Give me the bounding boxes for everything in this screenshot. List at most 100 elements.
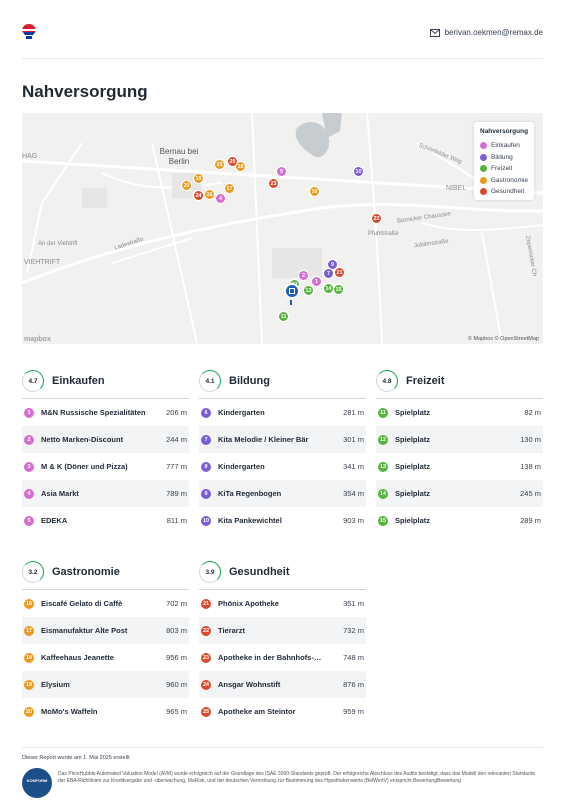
- list-item[interactable]: 24 Ansgar Wohnstift 876 m: [199, 671, 366, 698]
- section-divider: [22, 398, 189, 399]
- section-divider: [199, 398, 366, 399]
- poi-name: Spielplatz: [395, 408, 431, 417]
- legend-item-einkaufen: Einkaufen: [480, 140, 528, 152]
- map-poi-pin[interactable]: 20: [181, 180, 192, 191]
- map-poi-pin[interactable]: 16: [309, 186, 320, 197]
- mapbox-logo[interactable]: mapbox: [24, 336, 51, 343]
- map-poi-pin[interactable]: 24: [193, 190, 204, 201]
- poi-number-badge: 23: [201, 652, 211, 663]
- poi-distance: 732 m: [343, 626, 364, 635]
- list-item[interactable]: 17 Eismanufaktur Alte Post 803 m: [22, 617, 189, 644]
- list-item[interactable]: 6 Kindergarten 281 m: [199, 399, 366, 426]
- list-item[interactable]: 2 Netto Marken-Discount 244 m: [22, 426, 189, 453]
- poi-number-badge: 24: [201, 679, 211, 690]
- map-poi-pin[interactable]: 15: [333, 284, 344, 295]
- poi-name: Phönix Apotheke: [218, 599, 279, 608]
- map-poi-pin[interactable]: 17: [224, 183, 235, 194]
- poi-distance: 789 m: [166, 489, 187, 498]
- legend-item-freizeit: Freizeit: [480, 163, 528, 175]
- poi-number-badge: 12: [378, 434, 388, 445]
- map-poi-pin[interactable]: 5: [276, 166, 287, 177]
- map-poi-pin[interactable]: 19: [214, 159, 225, 170]
- map-street-label: HAG: [22, 153, 38, 160]
- score-ring: 4.1: [199, 370, 221, 392]
- mail-icon: [429, 28, 440, 37]
- list-item[interactable]: 23 Apotheke in der Bahnhofs-… 748 m: [199, 644, 366, 671]
- list-item[interactable]: 13 Spielplatz 138 m: [376, 453, 543, 480]
- list-item[interactable]: 22 Tierarzt 732 m: [199, 617, 366, 644]
- map-poi-pin[interactable]: 2: [298, 270, 309, 281]
- map-view[interactable]: HAG VIEHTRIFT NIBEL Börnicker Chaussee L…: [22, 113, 543, 344]
- section-header: 4.8 Freizeit: [376, 366, 543, 396]
- map-poi-pin[interactable]: 11: [278, 311, 289, 322]
- poi-number-badge: 1: [24, 407, 34, 418]
- map-poi-pin[interactable]: 4: [215, 193, 226, 204]
- section-divider: [22, 589, 189, 590]
- poi-distance: 206 m: [166, 408, 187, 417]
- poi-name: Kita Pankewichtel: [218, 516, 282, 525]
- score-ring: 4.8: [376, 370, 398, 392]
- map-poi-pin[interactable]: 10: [353, 166, 364, 177]
- list-item[interactable]: 7 Kita Melodie / Kleiner Bär 301 m: [199, 426, 366, 453]
- footer-disclaimer: Das PriceHubble Automated Valuation Mode…: [58, 771, 536, 784]
- map-poi-pin[interactable]: 1: [311, 276, 322, 287]
- remax-balloon-logo-icon: [22, 24, 36, 39]
- map-poi-pin[interactable]: 21: [334, 267, 345, 278]
- map-poi-pin[interactable]: 23: [268, 178, 279, 189]
- poi-distance: 956 m: [166, 653, 187, 662]
- section-title: Bildung: [229, 375, 270, 387]
- score-ring: 4.7: [22, 370, 44, 392]
- poi-number-badge: 21: [201, 598, 211, 609]
- poi-name: Kaffeehaus Jeanette: [41, 653, 114, 662]
- list-item[interactable]: 3 M & K (Döner und Pizza) 777 m: [22, 453, 189, 480]
- map-poi-pin[interactable]: 18: [235, 161, 246, 172]
- legend-item-bildung: Bildung: [480, 152, 528, 164]
- contact-email[interactable]: berivan.oekmen@remax.de: [429, 28, 543, 37]
- poi-number-badge: 17: [24, 625, 34, 636]
- list-item[interactable]: 1 M&N Russische Spezialitäten 206 m: [22, 399, 189, 426]
- map-attribution[interactable]: © Mapbox © OpenStreetMap: [467, 336, 539, 342]
- poi-distance: 138 m: [520, 462, 541, 471]
- report-header: berivan.oekmen@remax.de: [22, 22, 543, 46]
- list-item[interactable]: 16 Eiscafé Gelato di Caffè 702 m: [22, 590, 189, 617]
- list-item[interactable]: 11 Spielplatz 82 m: [376, 399, 543, 426]
- poi-number-badge: 19: [24, 679, 34, 690]
- list-item[interactable]: 19 Elysium 960 m: [22, 671, 189, 698]
- property-home-pin-icon[interactable]: [284, 283, 300, 305]
- map-street-label: NIBEL: [446, 185, 467, 192]
- list-item[interactable]: 15 Spielplatz 289 m: [376, 507, 543, 534]
- list-item[interactable]: 5 EDEKA 811 m: [22, 507, 189, 534]
- list-item[interactable]: 9 KiTa Regenbogen 354 m: [199, 480, 366, 507]
- footer-divider: [22, 747, 543, 748]
- list-item[interactable]: 12 Spielplatz 130 m: [376, 426, 543, 453]
- list-item[interactable]: 14 Spielplatz 245 m: [376, 480, 543, 507]
- list-item[interactable]: 25 Apotheke am Steintor 959 m: [199, 698, 366, 725]
- list-item[interactable]: 18 Kaffeehaus Jeanette 956 m: [22, 644, 189, 671]
- poi-number-badge: 8: [201, 461, 211, 472]
- map-poi-pin[interactable]: 7: [323, 268, 334, 279]
- list-item[interactable]: 21 Phönix Apotheke 351 m: [199, 590, 366, 617]
- poi-name: KiTa Regenbogen: [218, 489, 282, 498]
- legend-item-gesundheit: Gesundheit: [480, 186, 528, 198]
- list-item[interactable]: 4 Asia Markt 789 m: [22, 480, 189, 507]
- poi-distance: 245 m: [520, 489, 541, 498]
- report-created-date: Dieser Report wurde am 1. Mai 2025 erste…: [22, 755, 130, 761]
- poi-number-badge: 22: [201, 625, 211, 636]
- map-poi-pin[interactable]: 16: [204, 189, 215, 200]
- map-poi-pin[interactable]: 22: [371, 213, 382, 224]
- poi-name: Eiscafé Gelato di Caffè: [41, 599, 123, 608]
- list-item[interactable]: 20 MoMo's Waffeln 965 m: [22, 698, 189, 725]
- map-poi-pin[interactable]: 19: [193, 173, 204, 184]
- poi-name: M & K (Döner und Pizza): [41, 462, 128, 471]
- poi-number-badge: 4: [24, 488, 34, 499]
- map-poi-pin[interactable]: 25: [227, 156, 238, 167]
- poi-name: Tierarzt: [218, 626, 245, 635]
- poi-distance: 811 m: [166, 516, 187, 525]
- list-item[interactable]: 8 Kindergarten 341 m: [199, 453, 366, 480]
- list-item[interactable]: 10 Kita Pankewichtel 903 m: [199, 507, 366, 534]
- map-poi-pin[interactable]: 13: [303, 285, 314, 296]
- poi-distance: 130 m: [520, 435, 541, 444]
- poi-name: Spielplatz: [395, 435, 431, 444]
- legend-label: Gastronomie: [490, 176, 528, 184]
- poi-distance: 341 m: [343, 462, 364, 471]
